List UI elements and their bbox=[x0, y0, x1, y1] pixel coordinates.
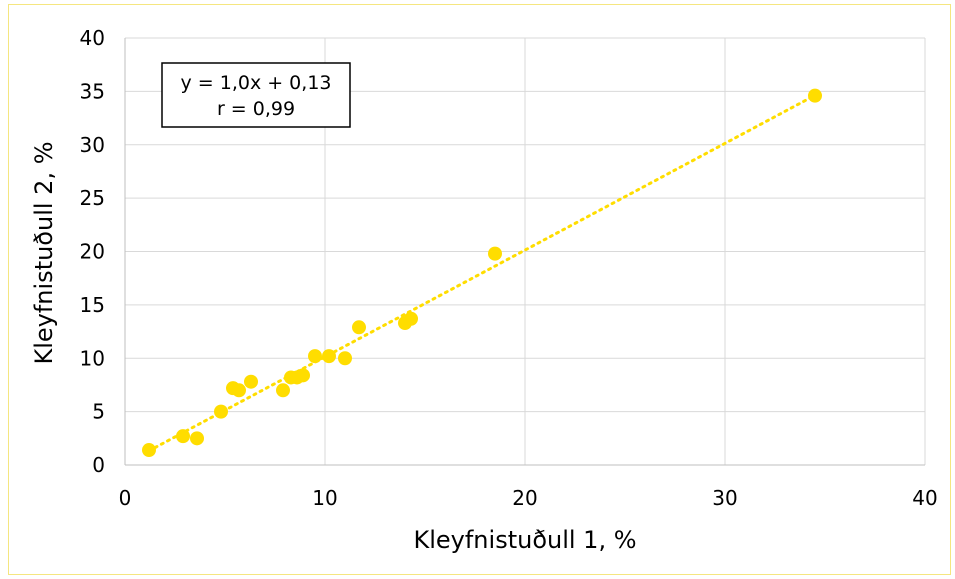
trendline-path bbox=[147, 93, 817, 453]
x-axis-title: Kleyfnistuðull 1, % bbox=[413, 526, 636, 554]
x-tick-label: 30 bbox=[712, 486, 737, 510]
x-tick-label: 40 bbox=[912, 486, 937, 510]
y-tick-label: 20 bbox=[80, 240, 105, 264]
scatter-point bbox=[352, 320, 366, 335]
y-tick-label: 5 bbox=[92, 400, 105, 424]
tick-labels: 0 5 10 15 20 25 30 35 40 0 10 20 30 40 bbox=[80, 26, 938, 510]
annotation-box bbox=[161, 62, 351, 128]
scatter-point bbox=[244, 374, 258, 389]
y-tick-label: 0 bbox=[92, 453, 105, 477]
equation-text: y = 1,0x + 0,13 bbox=[180, 72, 331, 94]
y-tick-label: 15 bbox=[80, 293, 105, 317]
r-value-text: r = 0,99 bbox=[217, 98, 295, 120]
y-tick-label: 40 bbox=[80, 26, 105, 50]
data-points bbox=[142, 88, 822, 458]
equation-annotation: y = 1,0x + 0,13 r = 0,99 bbox=[161, 62, 351, 128]
y-tick-label: 10 bbox=[80, 346, 105, 370]
x-tick-label: 10 bbox=[312, 486, 337, 510]
scatter-point bbox=[308, 349, 322, 364]
y-tick-label: 25 bbox=[80, 186, 105, 210]
trendline bbox=[147, 93, 817, 453]
axes bbox=[124, 38, 925, 466]
scatter-point bbox=[322, 349, 336, 364]
scatter-point bbox=[232, 383, 246, 398]
y-axis-title: Kleyfnistuðull 2, % bbox=[30, 141, 58, 364]
scatter-point bbox=[808, 88, 822, 103]
scatter-point bbox=[214, 404, 228, 419]
scatter-point bbox=[404, 311, 418, 326]
scatter-point bbox=[338, 351, 352, 366]
scatter-point bbox=[276, 383, 290, 398]
scatter-point bbox=[176, 429, 190, 444]
x-tick-label: 20 bbox=[512, 486, 537, 510]
scatter-point bbox=[296, 368, 310, 383]
y-tick-label: 35 bbox=[80, 79, 105, 103]
scatter-point bbox=[488, 246, 502, 261]
scatter-point bbox=[190, 431, 204, 446]
scatter-point bbox=[142, 443, 156, 458]
x-tick-label: 0 bbox=[119, 486, 132, 510]
y-tick-label: 30 bbox=[80, 133, 105, 157]
